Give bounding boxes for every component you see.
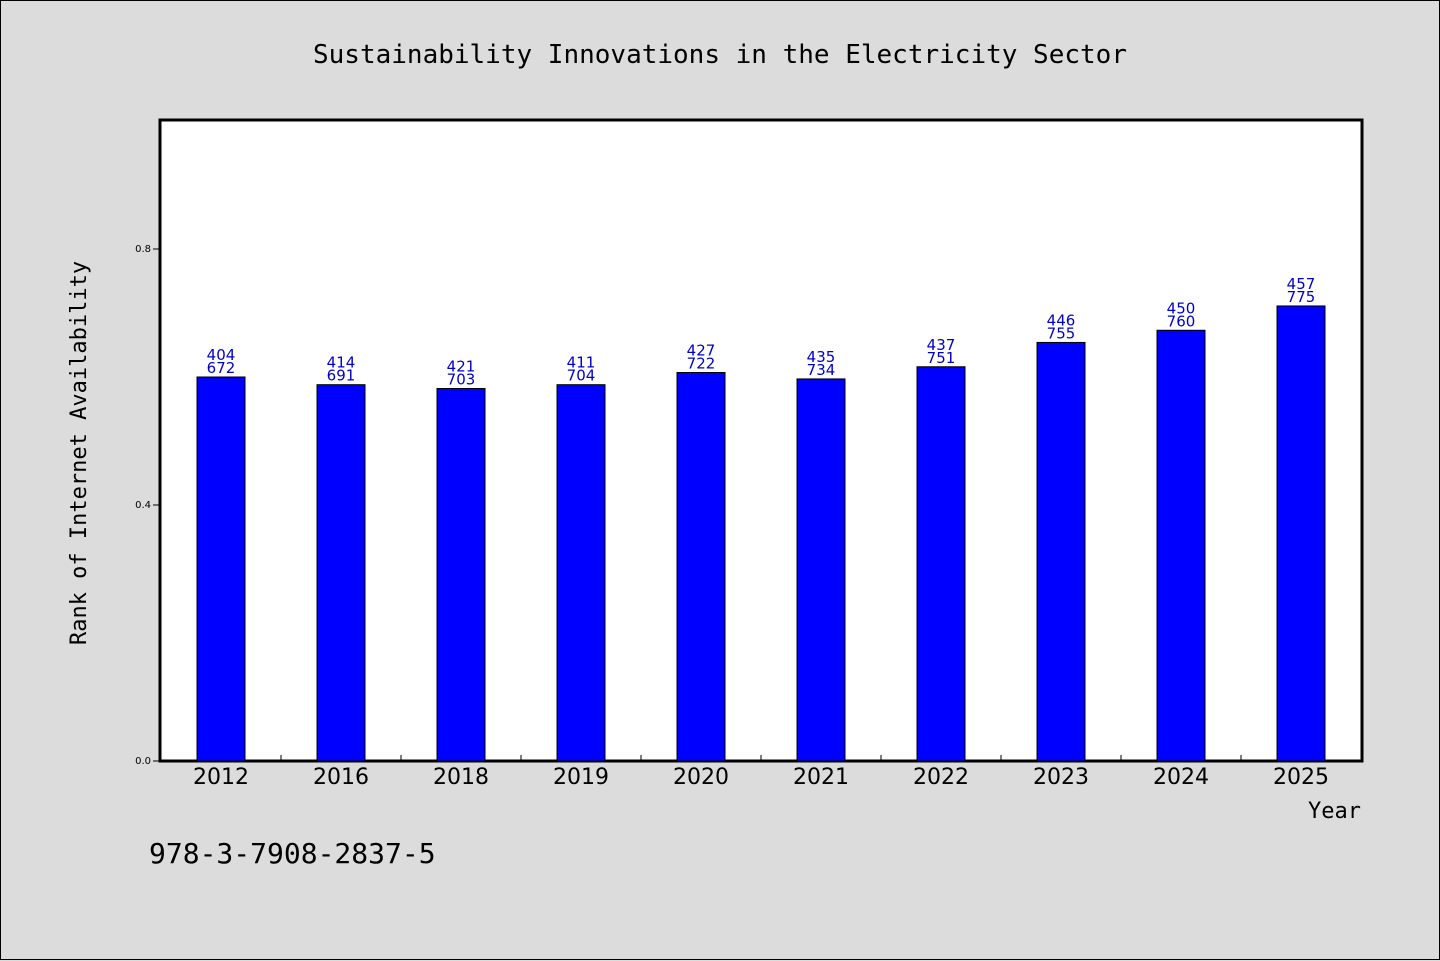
x-tick-label-2024: 2024 — [1153, 765, 1209, 790]
data-label-top-2020: 427 — [687, 342, 716, 360]
bars-group — [196, 305, 1326, 762]
data-label-top-2022: 437 — [927, 336, 956, 354]
data-label-top-2016: 414 — [327, 354, 356, 372]
bar-2012 — [196, 376, 246, 762]
bar-2016 — [316, 384, 366, 762]
x-tick-label-2020: 2020 — [673, 765, 729, 790]
data-label-bottom-2016: 691 — [327, 367, 356, 385]
data-label-bottom-2012: 672 — [207, 359, 236, 377]
data-label-top-2012: 404 — [207, 346, 236, 364]
bar-2019 — [556, 384, 606, 762]
bar-2022 — [916, 366, 966, 762]
y-axis-label: Rank of Internet Availability — [67, 261, 92, 645]
bar-2025 — [1276, 305, 1326, 762]
bar-2024 — [1156, 329, 1206, 762]
y-tick-label-0.8: 0.8 — [135, 244, 151, 255]
data-label-bottom-2022: 751 — [927, 349, 956, 367]
data-label-top-2019: 411 — [567, 354, 596, 372]
data-label-bottom-2021: 734 — [807, 361, 836, 379]
data-label-top-2023: 446 — [1047, 311, 1076, 329]
data-label-top-2024: 450 — [1167, 299, 1196, 317]
x-tick-label-2018: 2018 — [433, 765, 489, 790]
x-tick-label-2023: 2023 — [1033, 765, 1089, 790]
data-label-bottom-2018: 703 — [447, 371, 476, 389]
x-axis-label: Year — [1308, 799, 1361, 824]
x-tick-label-2021: 2021 — [793, 765, 849, 790]
data-label-bottom-2020: 722 — [687, 355, 716, 373]
y-axis-ticks: 0.0 0.4 0.8 — [135, 244, 161, 767]
bar-2020 — [676, 372, 726, 762]
x-tick-label-2016: 2016 — [313, 765, 369, 790]
data-label-top-2021: 435 — [807, 348, 836, 366]
bar-2021 — [796, 378, 846, 762]
x-tick-label-2025: 2025 — [1273, 765, 1329, 790]
isbn-text: 978-3-7908-2837-5 — [149, 837, 436, 870]
data-label-top-2025: 457 — [1287, 275, 1316, 293]
chart-title: Sustainability Innovations in the Electr… — [313, 40, 1127, 70]
y-tick-label-0.0: 0.0 — [135, 756, 151, 767]
data-label-bottom-2023: 755 — [1047, 324, 1076, 342]
data-label-top-2018: 421 — [447, 358, 476, 376]
data-label-bottom-2019: 704 — [567, 367, 596, 385]
x-tick-label-2012: 2012 — [193, 765, 249, 790]
x-tick-label-2022: 2022 — [913, 765, 969, 790]
bar-2018 — [436, 388, 486, 762]
bar-2023 — [1036, 341, 1086, 762]
y-tick-label-0.4: 0.4 — [135, 500, 151, 511]
x-tick-label-2019: 2019 — [553, 765, 609, 790]
x-axis-ticks: 2012 2016 2018 2019 2020 2021 2022 2023 2024 2025 — [193, 755, 1329, 790]
data-label-bottom-2025: 775 — [1287, 288, 1316, 306]
data-label-bottom-2024: 760 — [1167, 312, 1196, 330]
